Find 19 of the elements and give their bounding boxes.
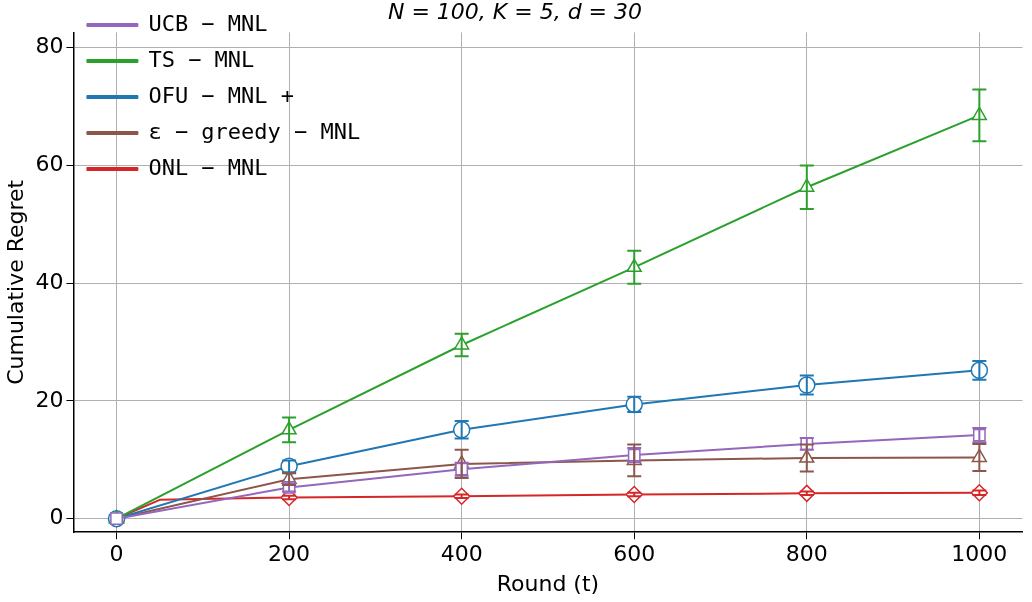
- x-tick-label: 600: [613, 541, 656, 567]
- legend-label: TS − MNL: [148, 46, 255, 72]
- y-axis-title: Cumulative Regret: [2, 179, 28, 385]
- y-tick-label: 60: [35, 151, 64, 177]
- x-tick-label: 400: [440, 541, 483, 567]
- legend-label: OFU − MNL +: [148, 82, 295, 108]
- x-axis-title: Round (t): [496, 570, 600, 596]
- x-tick-label: 200: [268, 541, 311, 567]
- y-tick-label: 80: [35, 33, 64, 59]
- x-tick-label: 0: [109, 541, 124, 567]
- y-tick-label: 0: [49, 504, 64, 530]
- x-tick-label: 800: [785, 541, 828, 567]
- legend-label: ε − greedy − MNL: [148, 118, 361, 144]
- y-tick-label: 40: [35, 268, 64, 294]
- legend-label: ONL − MNL: [148, 154, 268, 180]
- chart-title: N = 100, K = 5, d = 30: [387, 0, 643, 24]
- x-tick-label: 1000: [951, 541, 1008, 567]
- y-tick-label: 20: [35, 386, 64, 412]
- legend-label: UCB − MNL: [148, 10, 268, 36]
